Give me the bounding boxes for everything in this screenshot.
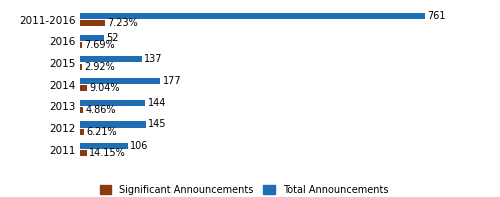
Bar [80, 100, 146, 106]
Text: 7.23%: 7.23% [107, 18, 138, 28]
Bar [80, 56, 142, 62]
Text: 4.86%: 4.86% [86, 105, 116, 115]
Text: 761: 761 [428, 11, 446, 21]
Text: 144: 144 [148, 98, 166, 108]
Text: 137: 137 [144, 54, 163, 64]
Bar [80, 20, 105, 26]
Bar [80, 85, 88, 91]
Bar [80, 121, 146, 127]
Bar [80, 143, 128, 149]
Text: 106: 106 [130, 141, 148, 151]
Bar [80, 13, 425, 19]
Bar [80, 150, 87, 156]
Text: 9.04%: 9.04% [90, 83, 120, 93]
Text: 52: 52 [106, 33, 118, 43]
Text: 145: 145 [148, 120, 167, 129]
Text: 2.92%: 2.92% [84, 62, 115, 72]
Bar [80, 42, 82, 48]
Bar [80, 64, 82, 70]
Text: 6.21%: 6.21% [86, 127, 117, 137]
Bar [80, 78, 160, 84]
Bar [80, 129, 84, 135]
Bar [80, 107, 83, 113]
Legend: Significant Announcements, Total Announcements: Significant Announcements, Total Announc… [96, 181, 392, 197]
Bar [80, 35, 104, 41]
Text: 177: 177 [162, 76, 181, 86]
Text: 14.15%: 14.15% [89, 148, 126, 158]
Text: 7.69%: 7.69% [84, 40, 114, 50]
